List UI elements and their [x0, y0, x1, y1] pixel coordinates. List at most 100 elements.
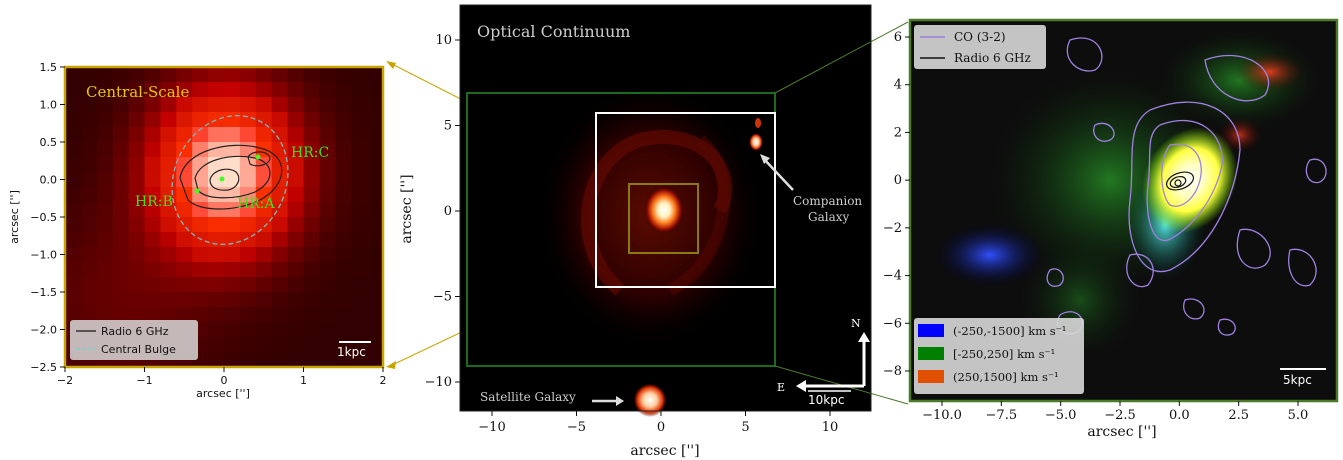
- x-tick-label: 0: [657, 420, 665, 435]
- y-tick-label: −8: [883, 364, 902, 379]
- legend-bulge: Central Bulge: [101, 343, 176, 356]
- x-tick-label: 0: [221, 374, 228, 387]
- y-tick-label: 0.5: [40, 136, 58, 149]
- y-tick-label: −0.5: [30, 211, 57, 224]
- x-tick-label: −10.0: [922, 408, 962, 423]
- legend-co: CO (3-2): [954, 30, 1006, 44]
- hr-b-marker: [194, 188, 200, 194]
- hr-a-marker: [219, 176, 225, 182]
- companion-label-1: Companion: [793, 194, 862, 208]
- satellite-galaxy-blob: [633, 383, 667, 417]
- y-tick-label: −1.0: [30, 249, 57, 262]
- y-tick-label: −6: [883, 316, 902, 331]
- center-xlabel: arcsec ['']: [630, 443, 699, 459]
- companion-arrow: [762, 157, 794, 191]
- y-tick-label: 6: [894, 30, 902, 45]
- right-axis-ticks: −10.0 −7.5 −5.0 −2.5 0.0 2.5 5.0 6 4 2 0 −2 −4 −6 −8: [883, 30, 1309, 423]
- hr-c-marker: [255, 154, 261, 160]
- arrow-head-bottom-left: [386, 361, 396, 369]
- radio-contour-mid: [194, 155, 271, 199]
- right-panel: CO (3-2) Radio 6 GHz (-250,-1500] km s⁻¹…: [883, 18, 1339, 440]
- right-legend-bottom: (-250,-1500] km s⁻¹ [-250,250] km s⁻¹ (2…: [914, 318, 1084, 394]
- legend-swatch-blue: [918, 324, 944, 337]
- center-axis-ticks: −10 −5 0 5 10 10 5 0 −5 −10: [425, 33, 839, 435]
- blue-blob: [935, 223, 1045, 287]
- host-galaxy-core: [644, 186, 684, 234]
- legend-radio-right: Radio 6 GHz: [954, 51, 1031, 65]
- x-tick-label: −5.0: [1045, 408, 1077, 423]
- hr-c-label: HR:C: [291, 145, 329, 161]
- x-tick-label: −10: [478, 420, 505, 435]
- connector-top-right: [774, 21, 909, 94]
- central-bulge-ellipse: [171, 114, 289, 246]
- y-tick-label: −5: [433, 290, 452, 305]
- x-tick-label: 5: [741, 420, 749, 435]
- x-tick-label: −1: [136, 374, 152, 387]
- right-frame: [908, 18, 1339, 403]
- left-panel-title: Central-Scale: [86, 83, 189, 101]
- center-panel: Optical Continuum Companion Galaxy Satel…: [399, 4, 909, 459]
- y-tick-label: 1.5: [40, 61, 58, 74]
- legend-orange-label: (250,1500] km s⁻¹: [953, 370, 1059, 384]
- left-xlabel: arcsec ['']: [196, 387, 250, 400]
- arrow-head-top-left: [386, 61, 396, 69]
- y-tick-label: 0.0: [40, 174, 58, 187]
- radio-contour-outer: [179, 144, 283, 210]
- x-tick-label: 2: [380, 374, 387, 387]
- compass-n-label: N: [851, 317, 861, 330]
- y-tick-label: 0: [894, 173, 902, 188]
- right-legend-top: CO (3-2) Radio 6 GHz: [914, 25, 1046, 69]
- legend-radio: Radio 6 GHz: [101, 325, 169, 338]
- x-tick-label: 2.5: [1228, 408, 1249, 423]
- x-tick-label: 10: [822, 420, 839, 435]
- companion-label-2: Galaxy: [808, 210, 850, 224]
- x-tick-label: 5.0: [1288, 408, 1309, 423]
- compass-e-label: E: [777, 381, 785, 394]
- legend-blue-label: (-250,-1500] km s⁻¹: [953, 324, 1066, 338]
- y-tick-label: −2.5: [30, 361, 57, 374]
- y-tick-label: 2: [894, 125, 902, 140]
- left-scalebar-label: 1kpc: [337, 345, 366, 359]
- y-tick-label: −2.0: [30, 324, 57, 337]
- rgb-core: [1142, 127, 1238, 233]
- left-legend: Radio 6 GHz Central Bulge: [70, 320, 198, 360]
- y-tick-label: −2: [883, 221, 902, 236]
- y-tick-label: 5: [444, 119, 452, 134]
- x-tick-label: −2.5: [1104, 408, 1136, 423]
- right-xlabel: arcsec ['']: [1087, 424, 1156, 440]
- y-tick-label: −4: [883, 269, 902, 284]
- x-tick-label: 0.0: [1169, 408, 1190, 423]
- legend-swatch-green: [918, 347, 944, 360]
- center-scalebar-label: 10kpc: [808, 393, 844, 407]
- left-axis-ticks: −2 −1 0 1 2 1.5 1.0 0.5 0.0 −0.5 −1.0 −1.5 −2.0 −2.5: [30, 61, 386, 387]
- y-tick-label: −10: [425, 375, 452, 390]
- satellite-label: Satellite Galaxy: [480, 390, 576, 404]
- y-tick-label: 0: [444, 204, 452, 219]
- hr-b-label: HR:B: [135, 194, 173, 210]
- y-tick-label: 10: [435, 33, 452, 48]
- hr-a-label: HR:A: [237, 196, 275, 212]
- radio-contour-inner: [209, 168, 240, 191]
- white-zoom-box: [595, 112, 776, 288]
- yellow-zoom-box: [628, 183, 699, 254]
- radio-contour-c: [247, 151, 271, 167]
- left-panel: Central-Scale HR:A HR:B HR:C Radio 6 GHz…: [8, 61, 387, 400]
- center-ylabel: arcsec ['']: [399, 174, 415, 243]
- companion-galaxy-blob: [749, 133, 763, 151]
- x-tick-label: −7.5: [986, 408, 1018, 423]
- x-tick-label: 1: [300, 374, 307, 387]
- right-scalebar-label: 5kpc: [1283, 373, 1312, 387]
- radio-contours-right: [1165, 171, 1195, 191]
- legend-swatch-orange: [918, 370, 944, 383]
- left-ylabel: arcsec ['']: [8, 190, 21, 244]
- pixel-grid: [65, 67, 384, 368]
- center-panel-title: Optical Continuum: [477, 22, 630, 41]
- y-tick-label: 4: [894, 78, 902, 93]
- legend-green-label: [-250,250] km s⁻¹: [953, 347, 1055, 361]
- y-tick-label: 1.0: [40, 99, 58, 112]
- y-tick-label: −1.5: [30, 286, 57, 299]
- x-tick-label: −2: [57, 374, 73, 387]
- x-tick-label: −5: [567, 420, 586, 435]
- center-frame: [459, 4, 872, 412]
